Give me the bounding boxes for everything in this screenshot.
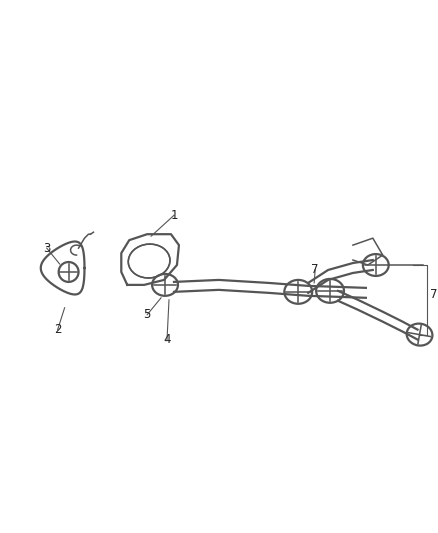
Text: 1: 1 [170, 209, 178, 222]
Text: 5: 5 [144, 308, 151, 321]
Text: 3: 3 [43, 241, 50, 255]
Ellipse shape [128, 244, 170, 278]
Text: 7: 7 [431, 288, 438, 301]
Text: 2: 2 [54, 323, 61, 336]
Text: 4: 4 [163, 333, 171, 346]
Text: 7: 7 [311, 263, 319, 277]
